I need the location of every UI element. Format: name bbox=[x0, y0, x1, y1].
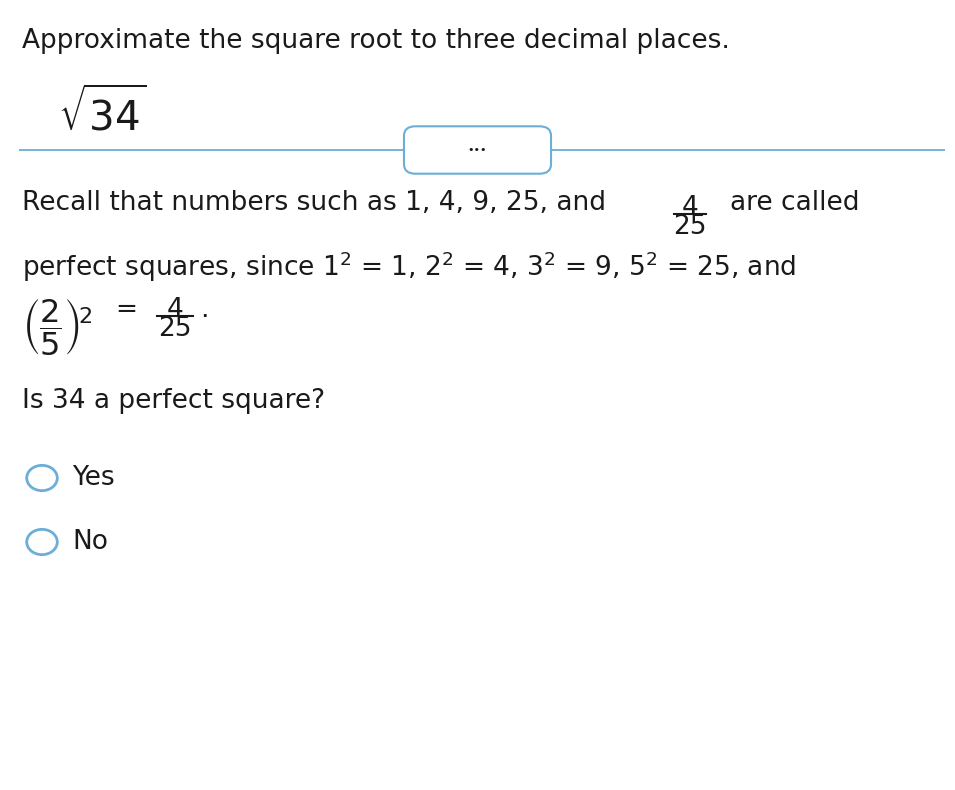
Text: $\sqrt{34}$: $\sqrt{34}$ bbox=[58, 88, 147, 140]
Circle shape bbox=[27, 465, 57, 491]
Text: .: . bbox=[200, 297, 208, 323]
Text: Is 34 a perfect square?: Is 34 a perfect square? bbox=[22, 388, 325, 414]
Text: 4: 4 bbox=[682, 195, 698, 221]
Text: 25: 25 bbox=[673, 214, 707, 240]
Text: No: No bbox=[72, 529, 108, 555]
Text: Recall that numbers such as 1, 4, 9, 25, and: Recall that numbers such as 1, 4, 9, 25,… bbox=[22, 190, 606, 216]
Text: $\left(\dfrac{2}{5}\right)^{\!2}$: $\left(\dfrac{2}{5}\right)^{\!2}$ bbox=[22, 297, 93, 357]
FancyBboxPatch shape bbox=[404, 126, 551, 174]
Text: 4: 4 bbox=[166, 297, 183, 323]
Circle shape bbox=[27, 529, 57, 555]
Text: •••: ••• bbox=[468, 145, 487, 155]
Text: =: = bbox=[115, 297, 137, 323]
Text: Approximate the square root to three decimal places.: Approximate the square root to three dec… bbox=[22, 28, 730, 54]
Text: Yes: Yes bbox=[72, 465, 115, 491]
Text: 25: 25 bbox=[159, 316, 192, 342]
Text: are called: are called bbox=[730, 190, 860, 216]
Text: perfect squares, since $1^2$ = 1, $2^2$ = 4, $3^2$ = 9, $5^2$ = 25, and: perfect squares, since $1^2$ = 1, $2^2$ … bbox=[22, 250, 796, 284]
